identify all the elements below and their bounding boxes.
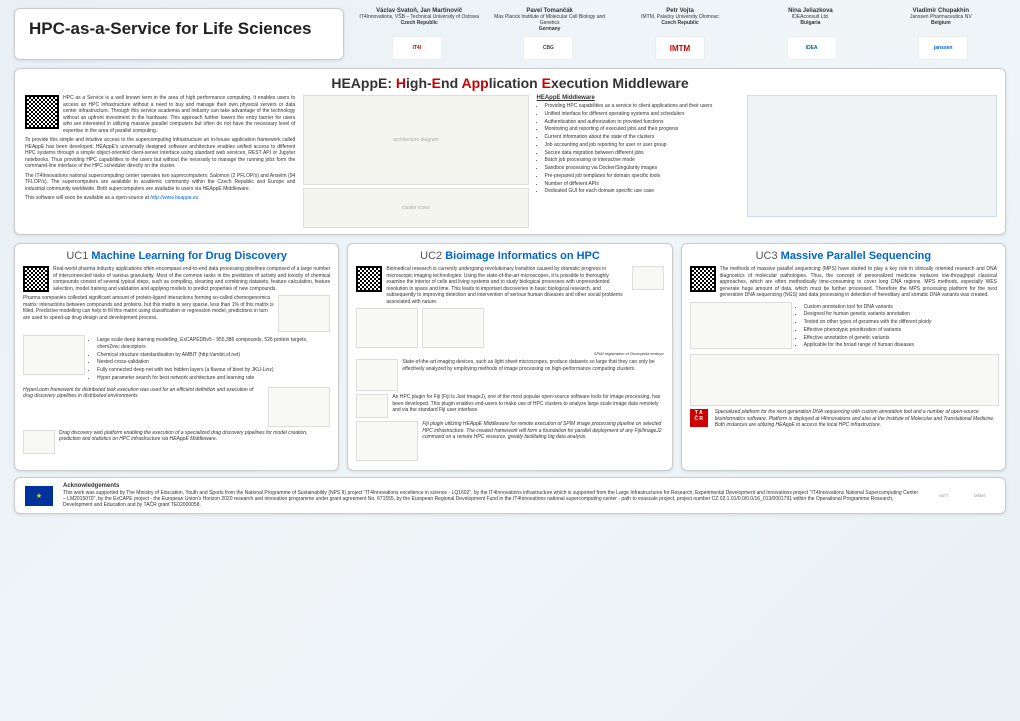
logo-row: IT4I CBG IMTM iDEA janssen <box>354 36 1006 60</box>
heappe-p1: HPC as a Service is a well known term in… <box>25 95 295 134</box>
author-0: Václav Svatoň, Jan Martinovič IT4Innovat… <box>354 8 484 32</box>
chemogenomics-img <box>278 295 330 332</box>
logo-janssen: janssen <box>918 36 968 60</box>
eu-flag-icon <box>25 486 53 506</box>
heappe-box: HEAppE: High-End Application Execution M… <box>14 68 1006 235</box>
uc2-title: UC2 Bioimage Informatics on HPC <box>356 250 663 262</box>
cluster-diagram: cluster icons <box>303 188 528 228</box>
uc1-content: Real-world pharma industry applications … <box>23 266 330 454</box>
title-box: HPC-as-a-Service for Life Sciences <box>14 8 344 60</box>
footer-logos: IMTT MŠMT <box>929 486 995 506</box>
heappe-title: HEAppE: High-End Application Execution M… <box>25 75 995 91</box>
sequencing-chart <box>690 302 792 349</box>
cell-img <box>632 266 664 290</box>
poster-title: HPC-as-a-Service for Life Sciences <box>29 19 329 39</box>
uc3-box: UC3 Massive Parallel Sequencing The meth… <box>681 243 1006 471</box>
uc-row: UC1 Machine Learning for Drug Discovery … <box>14 243 1006 471</box>
uc3-title: UC3 Massive Parallel Sequencing <box>690 250 997 262</box>
heappe-p3: The IT4Innovations national supercomputi… <box>25 173 295 193</box>
heappe-body: HPC as a Service is a well known term in… <box>25 95 995 228</box>
author-1: Pavel Tomančák Max Planck Institute of M… <box>484 8 614 32</box>
heappe-subhead: HEAppE Middleware <box>537 95 740 101</box>
uc2-content: Biomedical research is currently undergo… <box>356 266 663 461</box>
qr-icon <box>356 266 382 292</box>
gui-screenshot <box>747 95 997 217</box>
uc3-content: The methods of massive parallel sequenci… <box>690 266 997 429</box>
mps-platform-screenshot <box>690 354 999 406</box>
logo-it4i: IT4I <box>392 36 442 60</box>
heappe-p2: To provide this simple and intuitive acc… <box>25 137 295 170</box>
heappe-right: HEAppE Middleware Providing HPC capabili… <box>537 95 740 228</box>
uc2-box: UC2 Bioimage Informatics on HPC Biomedic… <box>347 243 672 471</box>
author-row: Václav Svatoň, Jan Martinovič IT4Innovat… <box>354 8 1006 32</box>
qr-icon <box>690 266 716 292</box>
poster-root: HPC-as-a-Service for Life Sciences Václa… <box>0 0 1020 522</box>
excape-icon <box>23 430 55 454</box>
acknowledgements: Acknowledgements This work was supported… <box>63 483 919 508</box>
heappe-left: HPC as a Service is a well known term in… <box>25 95 295 228</box>
heappe-mid: architecture diagram cluster icons <box>303 95 528 228</box>
author-3: Nina Jeliazkova IDEAconsult Ltd. Bulgari… <box>745 8 875 32</box>
qr-icon <box>23 266 49 292</box>
header-row: HPC-as-a-Service for Life Sciences Václa… <box>14 8 1006 60</box>
spim-caption: SPIM registration of Drosophila embryo <box>356 351 663 356</box>
ministry-logo: MŠMT <box>965 486 995 506</box>
tacr-icon: T AČ R <box>690 409 708 427</box>
embryo-img <box>356 308 418 348</box>
hyperloom-screenshot <box>268 387 330 427</box>
authors-block: Václav Svatoň, Jan Martinovič IT4Innovat… <box>354 8 1006 60</box>
logo-idea: iDEA <box>787 36 837 60</box>
logo-cbg: CBG <box>523 36 573 60</box>
fiji-screenshot <box>356 421 418 461</box>
footer-box: Acknowledgements This work was supported… <box>14 477 1006 514</box>
uc1-title: UC1 Machine Learning for Drug Discovery <box>23 250 330 262</box>
nn-chart-img <box>23 335 85 375</box>
heappe-p4: This software will soon be available as … <box>25 195 295 202</box>
architecture-diagram: architecture diagram <box>303 95 528 185</box>
author-2: Petr Vojta IMTM, Palacky University Olom… <box>615 8 745 32</box>
heappe-far-right <box>747 95 995 228</box>
logo-imtm: IMTM <box>655 36 705 60</box>
author-4: Vladimir Chupakhin Janssen Pharmaceutica… <box>876 8 1006 32</box>
spim-img <box>422 308 484 348</box>
qr-icon <box>25 95 59 129</box>
lightsheet-img <box>356 359 398 391</box>
imtm-footer-logo: IMTT <box>929 486 959 506</box>
uc1-box: UC1 Machine Learning for Drug Discovery … <box>14 243 339 471</box>
fiji-icon <box>356 394 388 418</box>
heappe-bullets: Providing HPC capabilities as a service … <box>537 103 740 195</box>
